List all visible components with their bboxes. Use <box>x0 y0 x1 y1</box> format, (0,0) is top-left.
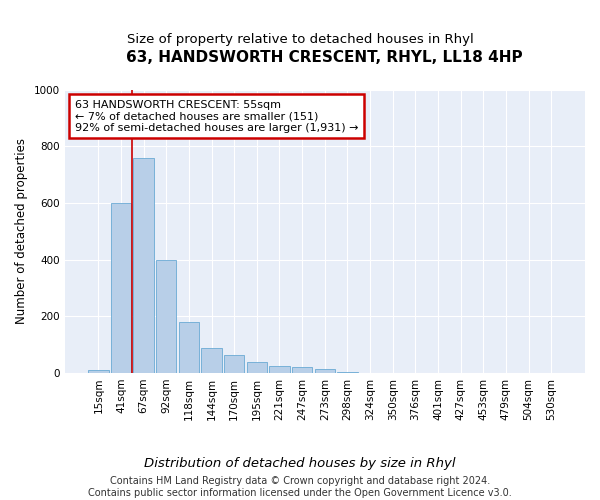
Y-axis label: Number of detached properties: Number of detached properties <box>15 138 28 324</box>
Text: Size of property relative to detached houses in Rhyl: Size of property relative to detached ho… <box>127 32 473 46</box>
Bar <box>247 362 267 373</box>
Bar <box>314 369 335 373</box>
Bar <box>156 260 176 373</box>
Bar <box>202 348 222 373</box>
Text: Contains HM Land Registry data © Crown copyright and database right 2024.
Contai: Contains HM Land Registry data © Crown c… <box>88 476 512 498</box>
Bar <box>224 354 244 373</box>
Bar <box>133 158 154 373</box>
Bar <box>337 372 358 373</box>
Bar <box>111 203 131 373</box>
Bar <box>179 322 199 373</box>
Text: 63 HANDSWORTH CRESCENT: 55sqm
← 7% of detached houses are smaller (151)
92% of s: 63 HANDSWORTH CRESCENT: 55sqm ← 7% of de… <box>75 100 358 133</box>
Bar <box>88 370 109 373</box>
Bar <box>269 366 290 373</box>
Title: 63, HANDSWORTH CRESCENT, RHYL, LL18 4HP: 63, HANDSWORTH CRESCENT, RHYL, LL18 4HP <box>127 50 523 65</box>
Text: Distribution of detached houses by size in Rhyl: Distribution of detached houses by size … <box>144 458 456 470</box>
Bar <box>292 368 313 373</box>
